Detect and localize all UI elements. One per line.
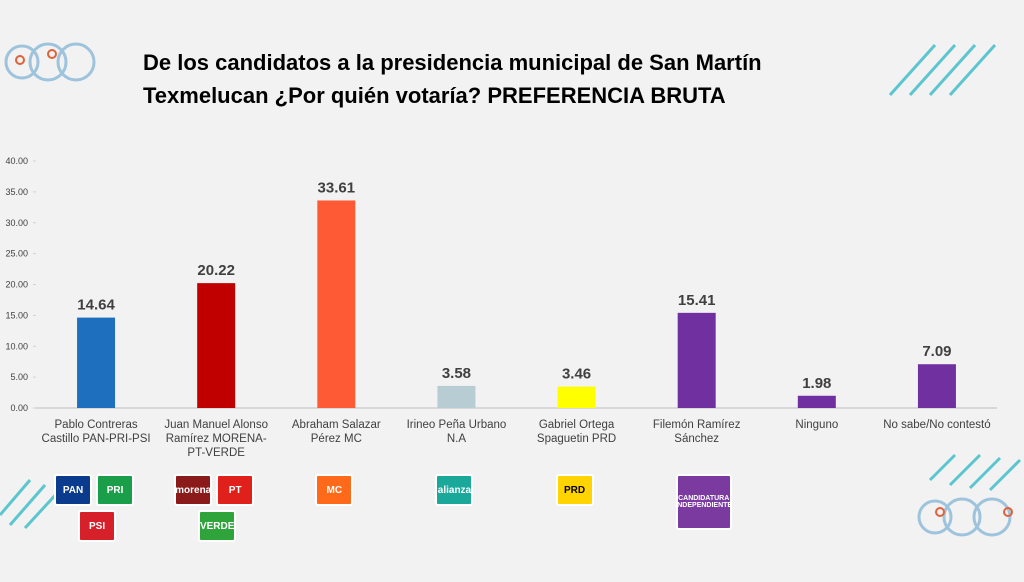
bar [557,386,596,408]
data-label: 1.98 [802,375,831,392]
party-logo: PRI [96,474,135,506]
bar [797,395,836,408]
party-logo: CANDIDATURA INDEPENDIENTE [675,474,732,530]
x-tick-label: Ninguno [795,419,839,431]
party-logo: PSI [78,510,117,542]
bar [77,317,116,408]
bar [437,385,476,408]
x-tick-label: Pablo Contreras Castillo PAN-PRI-PSI [41,419,151,445]
decoration [0,42,1022,537]
party-logo: MC [315,474,354,506]
party-logo: morena [174,474,213,506]
bar [197,283,236,408]
y-tick-label: 40.00 [5,156,28,166]
party-logo: VERDE [198,510,237,542]
data-label: 15.41 [678,292,716,309]
data-label: 33.61 [318,179,356,196]
x-tick-label: Gabriel Ortega Spaguetin PRD [536,419,617,445]
bar [317,200,356,408]
data-label: 3.58 [442,365,471,382]
party-logo: PT [216,474,255,506]
party-logo: PAN [54,474,93,506]
data-label: 14.64 [77,297,115,314]
bar [677,312,716,408]
data-label: 7.09 [922,343,951,360]
x-tick-label: Irineo Peña Urbano N.A [406,419,507,445]
chart-title: Texmelucan ¿Por quién votaría? PREFERENC… [143,83,726,108]
y-tick-label: 0.00 [10,403,28,413]
data-label: 3.46 [562,366,591,383]
chart-title: De los candidatos a la presidencia munic… [143,50,762,75]
data-label: 20.22 [197,262,235,279]
y-tick-label: 20.00 [5,280,28,290]
bar [917,364,956,408]
x-tick-label: Juan Manuel Alonso Ramírez MORENA-PT-VER… [164,419,268,459]
party-logo: alianza [435,474,474,506]
y-tick-label: 15.00 [5,310,28,320]
x-tick-label: Abraham Salazar Pérez MC [291,419,381,445]
x-tick-label: Filemón Ramírez Sánchez [652,419,741,445]
y-tick-label: 35.00 [5,187,28,197]
y-tick-label: 25.00 [5,249,28,259]
y-tick-label: 30.00 [5,218,28,228]
x-tick-label: No sabe/No contestó [883,419,991,431]
y-tick-label: 10.00 [5,341,28,351]
y-tick-label: 5.00 [10,372,28,382]
party-logo: PRD [555,474,594,506]
